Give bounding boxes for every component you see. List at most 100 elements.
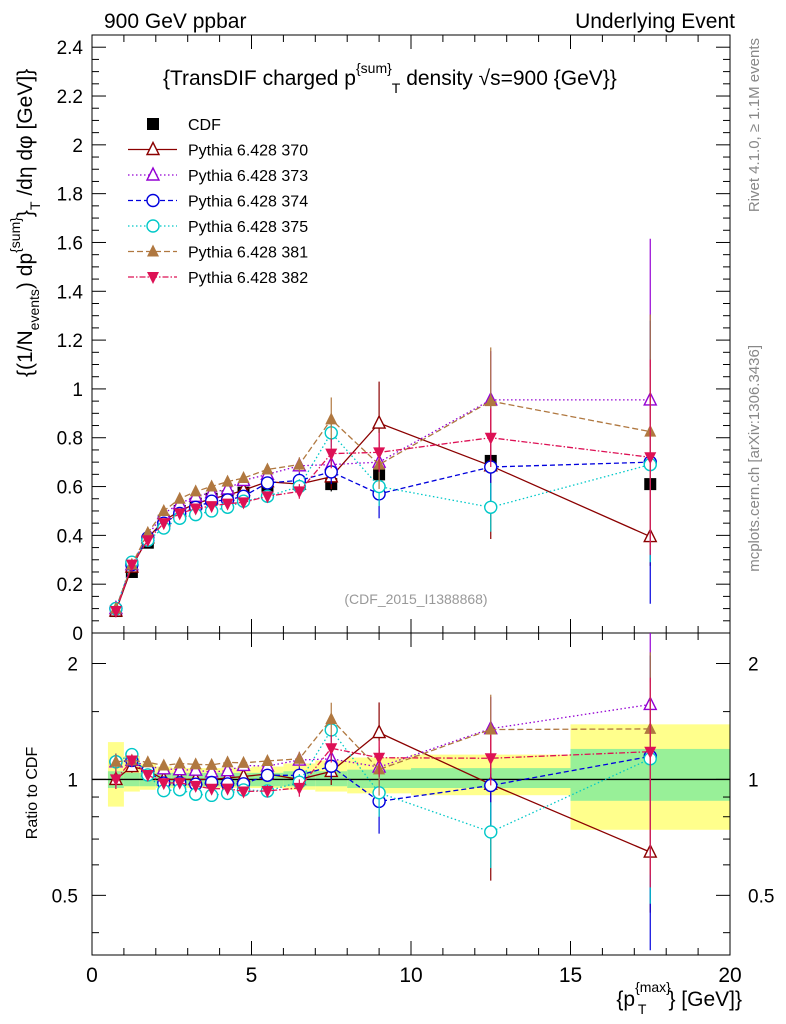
- ratio-point: [109, 774, 122, 787]
- ratio-point: [293, 782, 306, 795]
- title-sup: {sum}: [356, 60, 392, 76]
- data-point: [261, 462, 274, 475]
- data-point: [371, 414, 387, 429]
- ratio-point: [173, 777, 186, 790]
- y-tick-label: 1: [72, 380, 83, 401]
- title-part-a: {TransDIF charged p: [163, 67, 356, 90]
- ratio-point: [173, 756, 186, 769]
- data-point: [293, 486, 306, 499]
- ratio-y-tick-label: 1: [67, 770, 78, 791]
- axes: 0 5 10 15 20 0 0.2 0.4 0.6 0.8 1 1.2 1.4 1.6 1.8 2 2.2 2.…: [52, 34, 774, 987]
- data-point: [221, 498, 234, 511]
- data-point: [484, 432, 497, 445]
- ratio-point: [205, 783, 218, 796]
- ylabel-sub2: T: [27, 201, 43, 210]
- xlabel-a: {p: [616, 988, 635, 1011]
- ylabel-sub1: events: [26, 289, 42, 330]
- ratio-uncertainty-bands: [107, 724, 730, 830]
- ylabel-c: }: [14, 210, 37, 217]
- ratio-point: [109, 754, 122, 767]
- ratio-point: [261, 785, 274, 798]
- ratio-point: [189, 757, 202, 770]
- legend-marker: [146, 193, 160, 208]
- data-point: [325, 412, 338, 425]
- data-point: [157, 518, 170, 531]
- data-point: [173, 508, 186, 521]
- ratio-point: [644, 746, 657, 759]
- y-tick-label: 1.4: [57, 282, 84, 303]
- data-point: [205, 479, 218, 492]
- ratio-point: [125, 755, 138, 768]
- analysis-watermark: (CDF_2015_I1388868): [344, 591, 487, 607]
- y-tick-label: 0.2: [57, 575, 83, 596]
- y-tick-label: 1.6: [57, 233, 83, 254]
- ratio-y-tick-label: 0.5: [52, 886, 78, 907]
- ratio-y-tick-label-right: 2: [748, 654, 759, 675]
- ratio-y-tick-label-right: 1: [748, 770, 759, 791]
- ylabel-sup: {sum}: [7, 217, 23, 253]
- y-tick-label: 2.4: [57, 38, 84, 59]
- legend-marker: [147, 272, 159, 284]
- legend-label: Pythia 6.428 381: [188, 245, 308, 262]
- legend-label: Pythia 6.428 370: [188, 143, 308, 160]
- ylabel-a: {(1/N: [14, 330, 37, 377]
- data-point: [237, 471, 250, 484]
- title-part-c: s=900 {GeV}}: [490, 67, 617, 90]
- ratio-point: [157, 778, 170, 791]
- mcplots-label: mcplots.cern.ch [arXiv:1306.3436]: [746, 345, 763, 572]
- ratio-point: [484, 753, 497, 766]
- legend-label: Pythia 6.428 374: [188, 194, 308, 211]
- ratio-y-tick-label: 2: [67, 654, 78, 675]
- x-tick-label: 0: [86, 964, 98, 987]
- series-6: [109, 359, 657, 888]
- y-tick-label: 0: [72, 624, 83, 645]
- ratio-point: [141, 769, 154, 782]
- data-point: [261, 491, 274, 504]
- legend: CDF Pythia 6.428 370 Pythia 6.428 373 Pythi…: [128, 117, 308, 287]
- ratio-y-tick-label-right: 0.5: [748, 886, 774, 907]
- ratio-point: [373, 752, 386, 765]
- ratio-point: [205, 757, 218, 770]
- data-point: [205, 501, 218, 514]
- ratio-point: [237, 755, 250, 768]
- ratio-y-axis-label: Ratio to CDF: [24, 747, 41, 840]
- x-tick-label: 5: [246, 964, 258, 987]
- ylabel-d: /dη dφ [GeV]}: [14, 69, 37, 202]
- y-tick-label: 0.6: [57, 478, 83, 499]
- y-tick-label: 1.8: [57, 185, 83, 206]
- xlabel-b: } [GeV]}: [668, 988, 742, 1011]
- legend-marker: [145, 140, 161, 156]
- ratio-point: [484, 825, 498, 839]
- y-tick-label: 2: [72, 136, 83, 157]
- data-point: [189, 484, 202, 497]
- ratio-point: [141, 755, 154, 768]
- x-tick-label: 15: [559, 964, 582, 987]
- data-point: [644, 452, 657, 465]
- legend-label: Pythia 6.428 375: [188, 219, 308, 236]
- ratio-point: [371, 724, 387, 739]
- legend-marker: [146, 219, 160, 233]
- title-sub: T: [392, 80, 401, 96]
- legend-label: Pythia 6.428 373: [188, 168, 308, 185]
- legend-label: CDF: [188, 117, 221, 134]
- data-point: [141, 535, 154, 548]
- x-axis-label: {p{max} T} [GeV]}: [616, 979, 742, 1017]
- header-right: Underlying Event: [575, 10, 735, 33]
- data-point: [141, 525, 154, 538]
- legend-label: Pythia 6.428 382: [188, 270, 308, 287]
- data-point: [293, 457, 306, 470]
- data-point: [484, 394, 497, 407]
- data-point: [125, 559, 138, 572]
- data-point: [484, 500, 498, 514]
- ratio-point: [293, 751, 306, 764]
- data-point: [109, 606, 122, 619]
- y-tick-label: 1.2: [57, 331, 83, 352]
- x-tick-label: 10: [399, 964, 422, 987]
- ratio-point: [221, 783, 234, 796]
- chart-title: {TransDIF charged p{sum}T density √s=900…: [163, 60, 617, 96]
- data-point: [237, 497, 250, 510]
- ratio-point: [220, 762, 235, 777]
- xlabel-sub: T: [638, 1001, 647, 1017]
- series-3: [109, 320, 657, 951]
